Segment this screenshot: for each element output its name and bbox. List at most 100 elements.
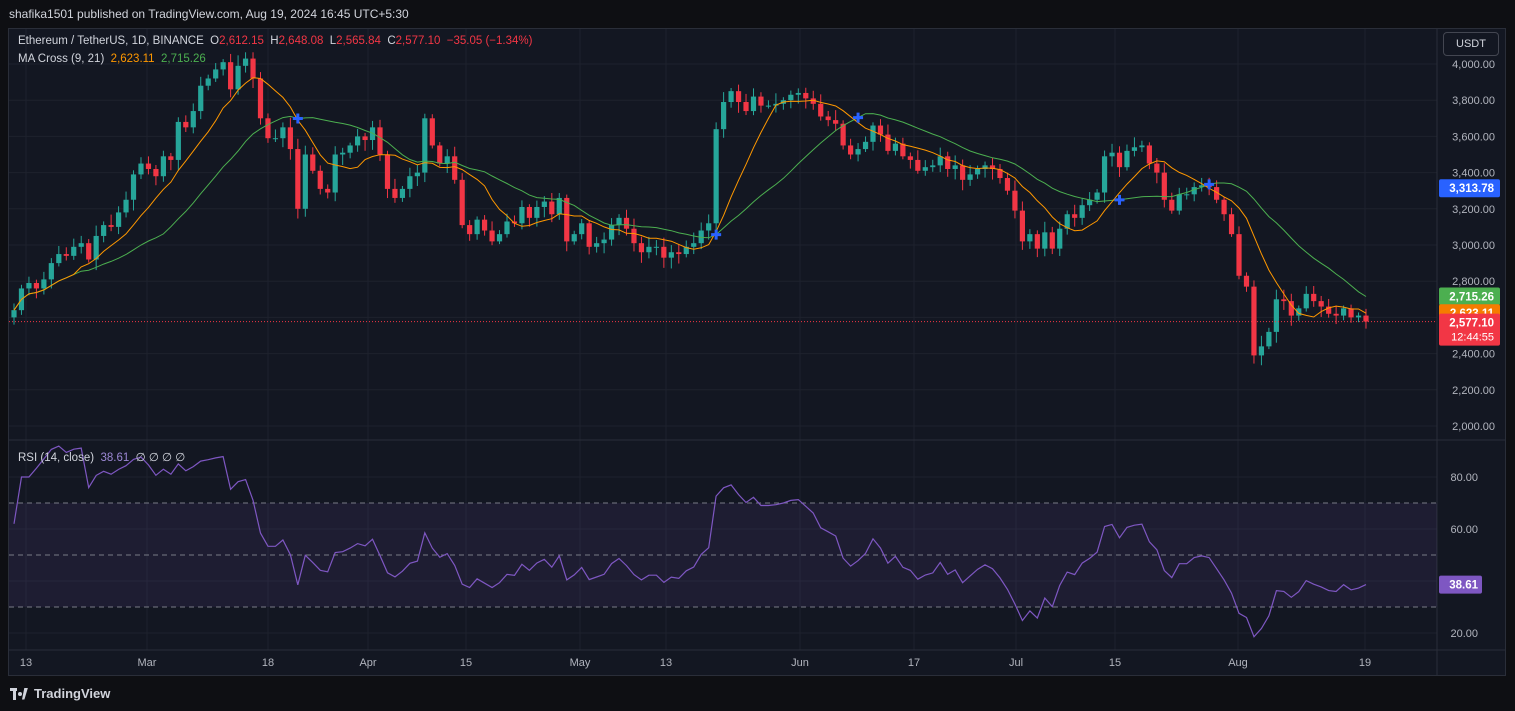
candles [11,52,1369,366]
high-label: H [270,35,279,47]
candle-body [1004,178,1011,191]
candle-body [1057,228,1063,249]
candle-body [153,168,159,177]
price-tick-label: 2,000.00 [1452,421,1495,433]
price-badges: 3,313.782,715.262,623.112,577.1012:44:55… [1439,179,1500,594]
candle-body [108,225,114,227]
candle-body [1318,301,1324,307]
change-value: −35.05 (−1.34%) [446,35,533,47]
candle-body [235,65,241,90]
candle-body [138,163,144,175]
tradingview-logo-icon [10,687,28,700]
candle-body [1146,145,1152,164]
candle-body [168,156,174,160]
low-value: 2,565.84 [336,35,381,47]
candle-body [130,174,137,200]
candle-body [265,118,271,139]
candle-body [698,230,704,244]
candle-body [608,225,615,240]
rsi-line [13,445,1367,638]
candle-body [1340,308,1347,316]
time-tick-label: 19 [1359,657,1371,669]
price-tick-label: 3,000.00 [1452,240,1495,252]
candle-body [586,223,592,247]
candle-body [384,154,391,189]
time-tick-label: Jun [791,657,809,669]
candle-body [1288,301,1294,316]
time-tick-label: 15 [460,657,472,669]
candle-body [422,118,428,173]
candle-body [892,143,899,151]
candle-body [915,159,921,171]
candle-body [885,134,891,151]
candle-body [250,58,256,79]
candle-body [982,165,988,169]
grid [9,29,1505,675]
time-tick-label: Jul [1009,657,1023,669]
candle-body [1027,234,1033,242]
price-tick-label: 3,800.00 [1452,95,1495,107]
candle-body [1228,214,1235,235]
candle-body [631,228,637,244]
ma-fast-value: 2,623.11 [110,53,155,65]
publish-info: shafika1501 published on TradingView.com… [9,7,409,21]
candle-body [661,246,667,258]
rsi-value: 38.61 [100,452,130,464]
candle-body [511,221,518,224]
candle-body [1221,199,1227,215]
ma-cross-marker [711,229,722,240]
candle-body [41,279,47,289]
candle-body [1087,199,1093,206]
candle-body [452,156,458,180]
candle-body [668,252,674,258]
candle-body [534,206,540,218]
cross-markers [292,112,1215,240]
candle-body [1355,315,1362,318]
candle-body [1311,293,1317,302]
candle-body [48,263,54,280]
candle-body [833,120,839,124]
candle-body [870,125,876,142]
candle-body [504,221,510,235]
tradingview-logo[interactable]: TradingView [10,686,110,701]
rsi-tick-label: 60.00 [1450,524,1478,536]
ma-cross-marker [292,113,303,124]
ma-slow-line [13,113,1367,311]
candle-body [392,188,398,198]
candle-body [960,165,966,180]
high-value: 2,648.08 [278,35,324,47]
ma-cross-marker [1204,179,1215,190]
rsi-legend[interactable]: RSI (14, close) 38.61 ∅ ∅ ∅ ∅ [18,450,185,464]
candle-body [646,246,652,253]
currency-button[interactable]: USDT [1443,32,1499,56]
candle-body [541,201,547,207]
candle-body [101,225,107,236]
candle-body [825,116,831,121]
candle-body [332,154,338,193]
candle-body [1281,299,1287,302]
candle-body [310,154,316,171]
time-tick-label: 17 [908,657,920,669]
last-price-badge: 2,577.10 [1449,318,1494,330]
candle-body [1251,286,1257,356]
candle-body [302,154,308,209]
candle-body [989,165,996,169]
rsi-band [9,502,1437,608]
candle-body [399,188,406,198]
candle-body [556,197,562,215]
candle-body [1333,313,1339,316]
candle-body [272,138,279,140]
candle-body [1214,187,1220,200]
candle-body [198,85,204,112]
candle-body [683,246,689,255]
ma-slow-badge: 2,715.26 [1449,292,1494,304]
candle-body [175,121,181,160]
close-value: 2,577.10 [395,35,441,47]
candle-body [810,98,816,104]
candle-body [437,145,443,164]
ma-legend[interactable]: MA Cross (9, 21) 2,623.11 2,715.26 [18,53,206,65]
candle-body [855,149,861,155]
candle-body [840,123,846,146]
candle-body [638,243,645,253]
